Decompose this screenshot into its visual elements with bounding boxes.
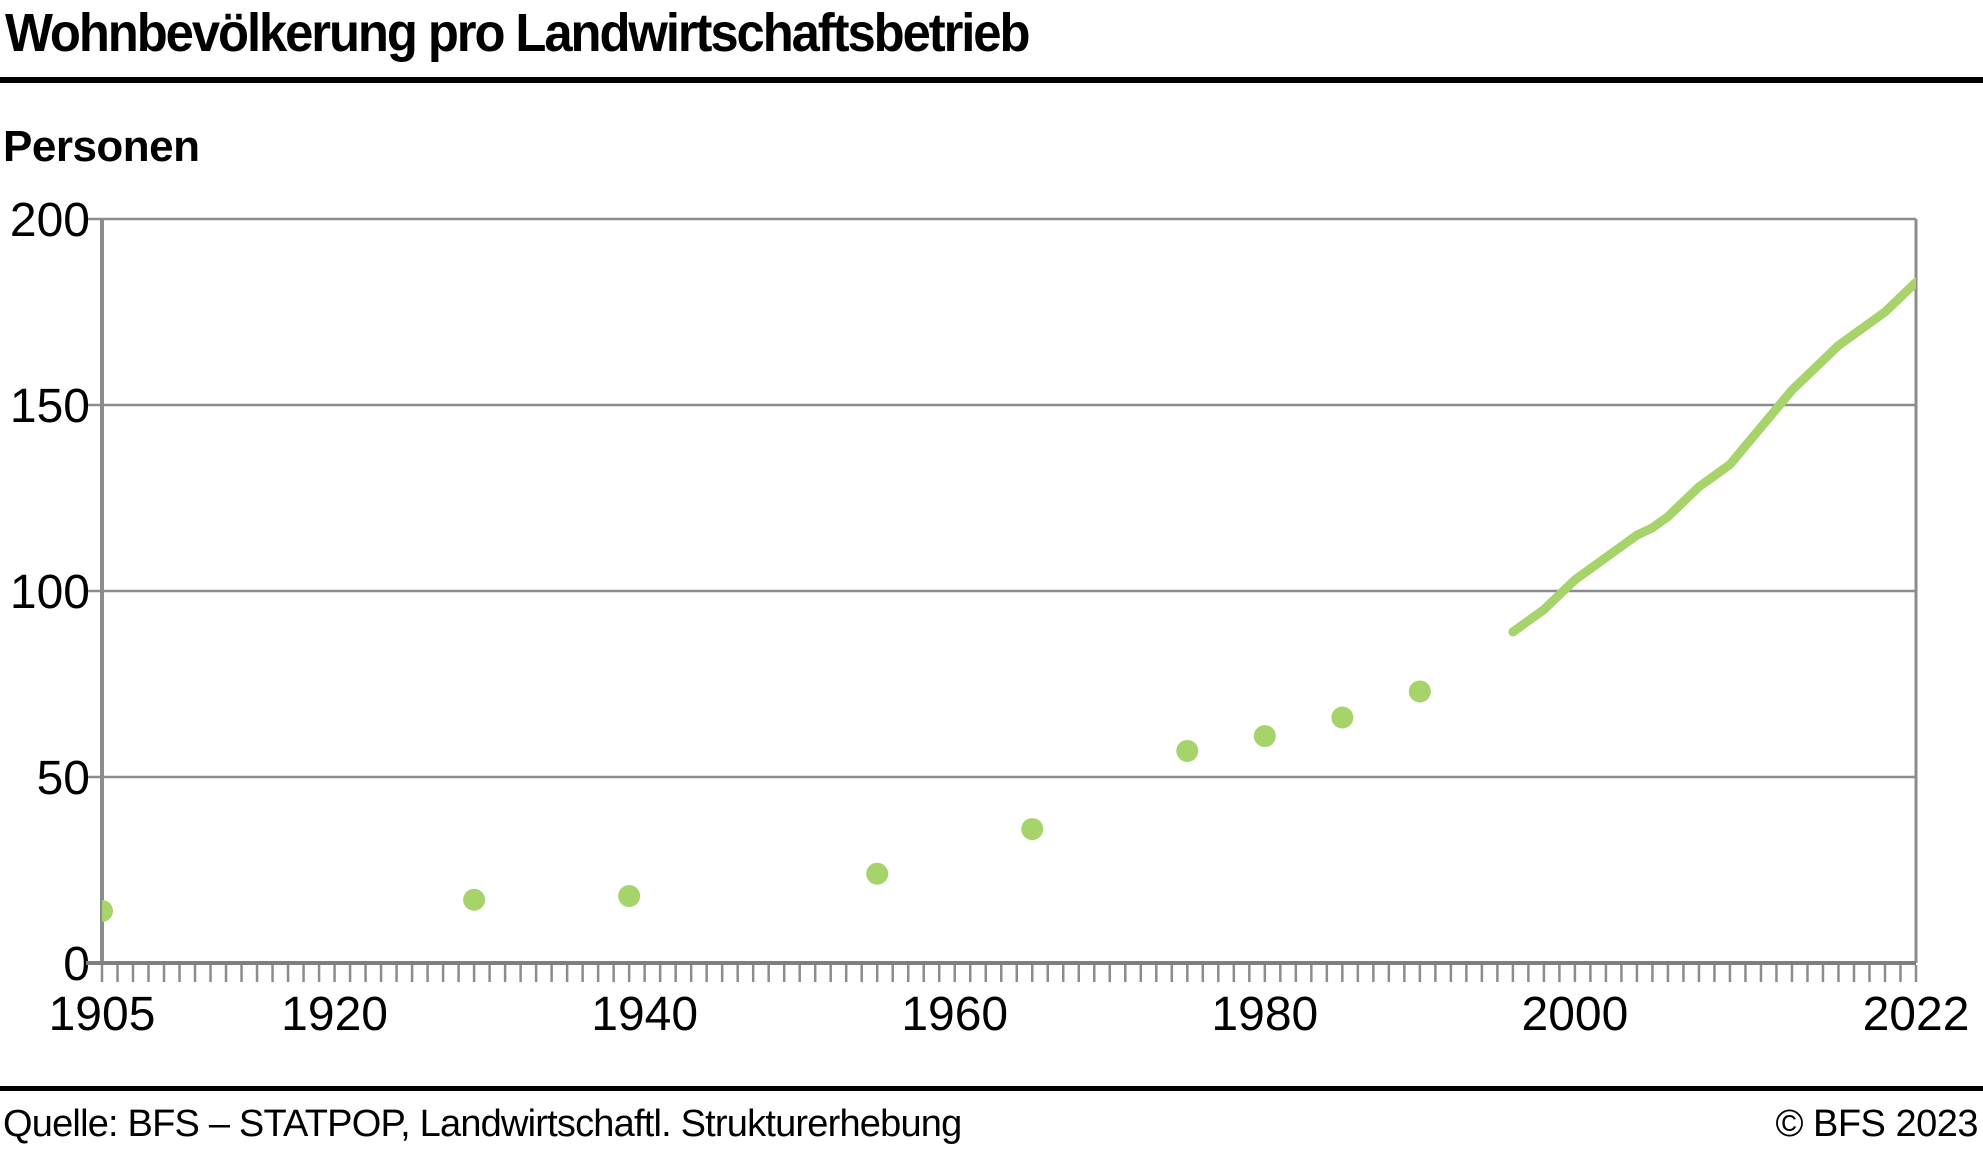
y-tick-label: 200 — [10, 194, 90, 247]
y-tick-label: 50 — [37, 752, 90, 805]
y-tick-label: 0 — [63, 938, 90, 991]
data-point — [463, 888, 486, 911]
y-axis-title: Personen — [3, 122, 200, 171]
data-point — [1021, 818, 1044, 841]
data-point — [866, 862, 889, 885]
copyright-text: © BFS 2023 — [1775, 1103, 1978, 1145]
trend-line — [1508, 277, 1916, 637]
footer-divider-rule — [0, 1086, 1983, 1091]
data-point — [102, 899, 113, 922]
source-text: Quelle: BFS – STATPOP, Landwirtschaftl. … — [3, 1103, 962, 1145]
data-point — [1408, 680, 1431, 703]
x-tick-label: 2000 — [1522, 988, 1629, 1041]
y-tick-label: 150 — [10, 380, 90, 433]
y-tick-label: 100 — [10, 566, 90, 619]
x-tick-label: 1980 — [1211, 988, 1318, 1041]
chart-title: Wohnbevölkerung pro Landwirtschaftsbetri… — [5, 3, 1030, 63]
data-point — [1176, 739, 1199, 762]
data-point — [618, 885, 641, 908]
x-tick-label: 1920 — [281, 988, 388, 1041]
x-tick-label: 1905 — [49, 988, 156, 1041]
x-tick-label: 1940 — [591, 988, 698, 1041]
title-divider-rule — [0, 77, 1983, 83]
data-point — [1331, 706, 1354, 729]
x-tick-label: 1960 — [901, 988, 1008, 1041]
x-tick-label: 2022 — [1863, 988, 1970, 1041]
data-series-group — [102, 277, 1916, 922]
data-point — [1253, 725, 1276, 748]
